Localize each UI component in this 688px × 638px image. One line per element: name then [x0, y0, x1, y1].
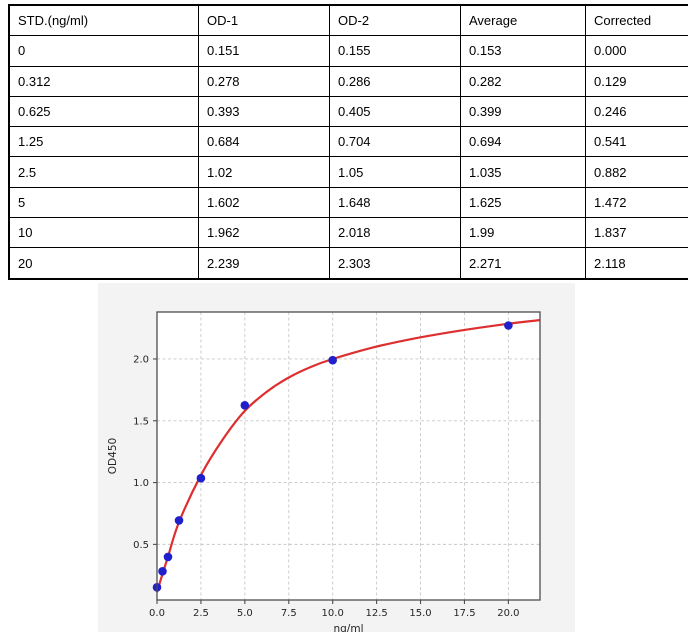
- table-cell: 0.286: [329, 65, 461, 97]
- table-cell: 0.399: [460, 95, 586, 128]
- table-cell: 1.837: [585, 217, 688, 249]
- table-cell: 2.271: [460, 247, 586, 280]
- data-point: [163, 552, 173, 562]
- x-tick-label: 5.0: [237, 608, 253, 619]
- table-cell: 0.312: [8, 65, 199, 97]
- table-cell: 2.5: [8, 156, 199, 188]
- table-cell: 0.704: [329, 126, 461, 158]
- column-header-std: STD.(ng/ml): [8, 4, 199, 37]
- table-header-row: STD.(ng/ml) OD-1 OD-2 Average Corrected: [8, 4, 688, 37]
- x-tick-label: 10.0: [322, 608, 344, 619]
- table-cell: 0.405: [329, 95, 461, 128]
- x-tick-label: 12.5: [365, 608, 387, 619]
- table-cell: 1.25: [8, 126, 199, 158]
- column-header-od1: OD-1: [198, 4, 330, 37]
- table-cell: 0.151: [198, 35, 330, 67]
- table-row: 1.25 0.684 0.704 0.694 0.541: [8, 126, 688, 158]
- column-header-average: Average: [460, 4, 586, 37]
- plot-border: [156, 311, 541, 601]
- plot-background: [157, 312, 540, 600]
- x-tick-label: 17.5: [453, 608, 475, 619]
- table-cell: 0.278: [198, 65, 330, 97]
- data-point: [196, 473, 206, 483]
- table-cell: 1.625: [460, 186, 586, 219]
- x-tick-label: 15.0: [409, 608, 431, 619]
- x-axis-label: ng/ml: [333, 623, 363, 632]
- standards-table: STD.(ng/ml) OD-1 OD-2 Average Corrected …: [8, 4, 688, 280]
- table-cell: 20: [8, 247, 199, 280]
- table-cell: 1.035: [460, 156, 586, 188]
- table-cell: 0.129: [585, 65, 688, 97]
- chart-svg: 0.0 2.5 5.0 7.5 10.0 12.5 15.0 17.5 20.0 0.5 1.0 1.…: [98, 283, 575, 632]
- table-cell: 10: [8, 217, 199, 249]
- y-tick-label: 0.5: [133, 540, 149, 551]
- standard-curve-chart: 0.0 2.5 5.0 7.5 10.0 12.5 15.0 17.5 20.0 0.5 1.0 1.…: [98, 283, 575, 632]
- table-row: 20 2.239 2.303 2.271 2.118: [8, 247, 688, 280]
- table-cell: 1.05: [329, 156, 461, 188]
- table-row: 0 0.151 0.155 0.153 0.000: [8, 35, 688, 67]
- y-tick-label: 2.0: [133, 354, 149, 365]
- table-cell: 0.541: [585, 126, 688, 158]
- y-axis-label: OD450: [107, 438, 119, 474]
- fit-curve: [155, 318, 541, 593]
- table-row: 5 1.602 1.648 1.625 1.472: [8, 186, 688, 219]
- table-cell: 0.393: [198, 95, 330, 128]
- table-cell: 2.239: [198, 247, 330, 280]
- data-point: [328, 355, 337, 365]
- x-tick-label: 7.5: [281, 608, 297, 619]
- table-cell: 0.155: [329, 35, 461, 67]
- table-row: 2.5 1.02 1.05 1.035 0.882: [8, 156, 688, 188]
- column-header-corrected: Corrected: [585, 4, 688, 37]
- y-tick-label: 1.0: [133, 478, 149, 489]
- table-cell: 0.684: [198, 126, 330, 158]
- table-cell: 0.882: [585, 156, 688, 188]
- table-cell: 1.962: [198, 217, 330, 249]
- data-point: [174, 516, 184, 525]
- table-row: 0.312 0.278 0.286 0.282 0.129: [8, 65, 688, 97]
- table-cell: 2.303: [329, 247, 461, 280]
- table-cell: 0.694: [460, 126, 586, 158]
- table-cell: 0.000: [585, 35, 688, 67]
- table-cell: 2.018: [329, 217, 461, 249]
- table-row: 0.625 0.393 0.405 0.399 0.246: [8, 95, 688, 128]
- x-tick-label: 2.5: [193, 608, 209, 619]
- column-header-od2: OD-2: [329, 4, 461, 37]
- table-cell: 1.02: [198, 156, 330, 188]
- table-cell: 2.118: [585, 247, 688, 280]
- x-tick-label: 20.0: [497, 608, 519, 619]
- table-cell: 5: [8, 186, 199, 219]
- table-cell: 0.153: [460, 35, 586, 67]
- table-cell: 1.99: [460, 217, 586, 249]
- data-point: [240, 401, 250, 410]
- table-row: 10 1.962 2.018 1.99 1.837: [8, 217, 688, 249]
- table-cell: 1.648: [329, 186, 461, 219]
- y-tick-label: 1.5: [133, 416, 149, 427]
- table-cell: 1.602: [198, 186, 330, 219]
- data-point: [158, 567, 167, 576]
- table-cell: 0.282: [460, 65, 586, 97]
- table-cell: 0.246: [585, 95, 688, 128]
- data-point: [504, 321, 513, 330]
- table-cell: 0.625: [8, 95, 199, 128]
- x-tick-label: 0.0: [149, 608, 165, 619]
- table-cell: 1.472: [585, 186, 688, 219]
- table-cell: 0: [8, 35, 199, 67]
